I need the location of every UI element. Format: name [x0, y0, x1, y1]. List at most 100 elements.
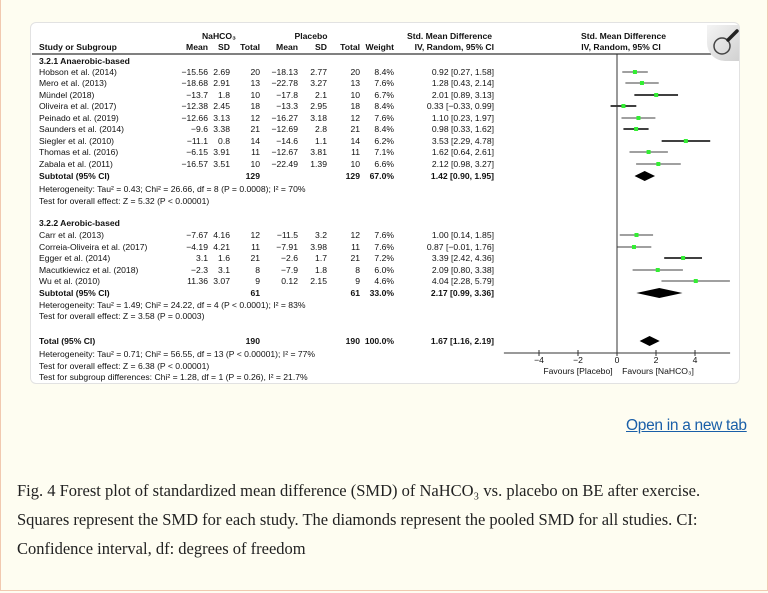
c-sd-cell: 2.95 [310, 101, 327, 111]
ci-cell: 3.53 [2.29, 4.78] [431, 136, 494, 146]
c-sd-cell: 3.27 [310, 78, 327, 88]
e-total-header: Total [240, 42, 260, 52]
c-total-cell: 21 [350, 124, 360, 134]
study-column-header: Study or Subgroup [39, 42, 117, 52]
c-mean-cell: −11.5 [276, 230, 298, 240]
c-total-cell: 11 [351, 242, 360, 252]
e-total-cell: 10 [250, 90, 260, 100]
e-mean-cell: −16.57 [181, 159, 208, 169]
effect-square [632, 70, 637, 74]
magnifier-zoom-icon[interactable] [707, 25, 739, 61]
weight-cell: 7.6% [374, 242, 394, 252]
weight-cell: 33.0% [369, 288, 394, 298]
x-tick-label: −4 [534, 355, 544, 365]
c-total-cell: 18 [350, 101, 360, 111]
ci-cell: 0.33 [−0.33, 0.99] [426, 101, 494, 111]
e-sd-cell: 1.8 [218, 90, 230, 100]
figure-caption: Fig. 4 Forest plot of standardized mean … [17, 481, 701, 558]
e-mean-cell: −9.6 [191, 124, 208, 134]
e-sd-cell: 2.91 [213, 78, 230, 88]
e-total-cell: 12 [250, 230, 260, 240]
x-tick-label: 2 [654, 355, 659, 365]
c-total-cell: 14 [350, 136, 360, 146]
effect-square [646, 150, 651, 154]
open-in-new-tab-link[interactable]: Open in a new tab [626, 417, 747, 434]
pooled-diamond [636, 288, 683, 298]
effect-square [654, 93, 659, 97]
ci-cell: 1.62 [0.64, 2.61] [431, 147, 494, 157]
c-total-cell: 129 [345, 171, 360, 181]
weight-cell: 8.4% [374, 67, 394, 77]
forest-plot: −4 −2 0 2 4 [32, 53, 739, 365]
e-mean-cell: 3.1 [196, 253, 208, 263]
e-total-cell: 18 [250, 101, 260, 111]
study-name: Mündel (2018) [39, 90, 95, 100]
e-total-cell: 10 [250, 159, 260, 169]
e-total-cell: 190 [245, 336, 260, 346]
c-sd-cell: 3.18 [310, 113, 327, 123]
weight-cell: 67.0% [369, 171, 394, 181]
x-tick-label: 4 [693, 355, 698, 365]
c-mean-header: Mean [276, 42, 298, 52]
subgroup-title: 3.2.2 Aerobic-based [39, 218, 120, 228]
effect-square [681, 256, 686, 260]
e-total-cell: 20 [250, 67, 260, 77]
c-mean-cell: −17.8 [276, 90, 298, 100]
c-total-cell: 9 [355, 276, 360, 286]
e-sd-cell: 2.69 [213, 67, 230, 77]
effect-square [634, 233, 639, 237]
e-mean-header: Mean [186, 42, 208, 52]
study-name: Carr et al. (2013) [39, 230, 104, 240]
subgroup-title: 3.2.1 Anaerobic-based [39, 56, 130, 66]
weight-cell: 7.6% [374, 113, 394, 123]
subtotal-label: Total (95% CI) [39, 336, 96, 346]
ci-cell: 2.01 [0.89, 3.13] [431, 90, 494, 100]
ci-cell: 0.87 [−0.01, 1.76] [426, 242, 494, 252]
effect-square [636, 116, 641, 120]
c-total-header: Total [340, 42, 360, 52]
c-sd-cell: 1.7 [315, 253, 327, 263]
e-total-cell: 14 [250, 136, 260, 146]
c-mean-cell: −7.91 [276, 242, 298, 252]
effect-square [621, 104, 626, 108]
ci-cell: 2.17 [0.99, 3.36] [430, 288, 494, 298]
c-sd-cell: 2.15 [310, 276, 327, 286]
e-mean-cell: 11.36 [187, 276, 208, 286]
weight-cell: 8.4% [374, 124, 394, 134]
forest-plot-figure: −4 −2 0 2 4 NaHCO₃ Placebo Std. Mean Differenc… [30, 22, 740, 384]
c-total-cell: 10 [350, 90, 360, 100]
study-name: Wu et al. (2010) [39, 276, 100, 286]
e-mean-cell: −18.68 [181, 78, 208, 88]
e-mean-cell: −13.7 [186, 90, 208, 100]
ci-cell: 0.92 [0.27, 1.58] [431, 67, 494, 77]
weight-cell: 7.2% [374, 253, 394, 263]
study-name: Hobson et al. (2014) [39, 67, 117, 77]
e-total-cell: 13 [250, 78, 260, 88]
weight-header: Weight [365, 42, 394, 52]
study-name: Zabala et al. (2011) [39, 159, 113, 169]
ci-cell: 1.00 [0.14, 1.85] [431, 230, 494, 240]
ci-cell: 1.10 [0.23, 1.97] [431, 113, 494, 123]
e-mean-cell: −11.1 [186, 136, 208, 146]
c-total-cell: 21 [350, 253, 360, 263]
pooled-diamond [639, 336, 660, 346]
favours-nahco3-label: Favours [NaHCO₃] [622, 366, 694, 376]
e-mean-cell: −15.56 [181, 67, 208, 77]
study-name: Oliveira et al. (2017) [39, 101, 117, 111]
effect-square [683, 139, 688, 143]
plot-method-header: IV, Random, 95% CI [581, 42, 661, 52]
ci-cell: 4.04 [2.28, 5.79] [431, 276, 494, 286]
e-sd-cell: 2.45 [213, 101, 230, 111]
ci-cell: 1.28 [0.43, 2.14] [431, 78, 494, 88]
weight-cell: 4.6% [374, 276, 394, 286]
subgroup-differences-text: Test for subgroup differences: Chi² = 1.… [39, 372, 308, 382]
e-mean-cell: −12.38 [181, 101, 208, 111]
study-name: Mero et al. (2013) [39, 78, 107, 88]
study-name: Saunders et al. (2014) [39, 124, 125, 134]
effect-square [639, 81, 644, 85]
e-total-cell: 21 [250, 253, 260, 263]
ci-cell: 1.67 [1.16, 2.19] [430, 336, 494, 346]
plot-column-title: Std. Mean Difference [581, 31, 667, 41]
effect-square [656, 162, 661, 166]
ci-cell: 1.42 [0.90, 1.95] [430, 171, 494, 181]
